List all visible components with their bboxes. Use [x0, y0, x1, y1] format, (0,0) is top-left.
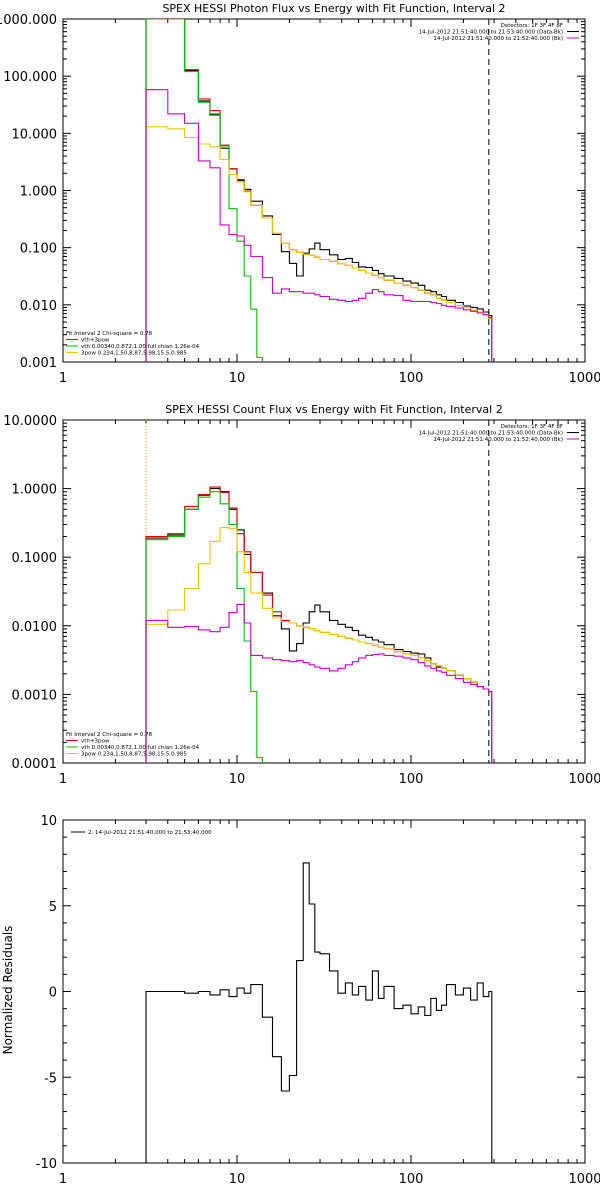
- legend-text: vth+3pow: [81, 338, 110, 344]
- series-bk: [145, 603, 493, 763]
- legend-text: Detectors: 1F 3F 4F 8F: [501, 23, 563, 29]
- x-tick-label: 1000: [568, 371, 600, 386]
- y-tick-label: 0: [49, 986, 57, 1001]
- y-tick-label: 0.100: [20, 242, 57, 257]
- x-tick-label: 100: [399, 1172, 424, 1187]
- x-tick-label: 10: [229, 371, 246, 386]
- series-vth: [145, 19, 266, 362]
- plot-frame: [62, 18, 586, 363]
- x-tick-label: 100: [399, 772, 424, 787]
- count-flux-panel: SPEX HESSI Count Flux vs Energy with Fit…: [3, 403, 600, 787]
- y-tick-label: 0.0001: [12, 757, 58, 772]
- legend-text: Fit Interval 2 Chi-square = 0.78: [66, 331, 153, 337]
- series-2-14-jul-2012-21-51-40-000-to-21-53-40-000: [145, 862, 493, 1163]
- y-tick-label: -10: [36, 1157, 57, 1172]
- y-tick-label: 0.0010: [12, 688, 58, 703]
- legend-text: vth 0.00340,0.872,1.00 full chian 1.26e-…: [81, 344, 200, 350]
- y-tick-label: 0.010: [20, 299, 57, 314]
- series-vth: [145, 491, 266, 763]
- series-data-bk: [145, 19, 493, 362]
- legend-text: vth+3pow: [81, 739, 110, 745]
- y-tick-label: -5: [44, 1071, 57, 1086]
- x-tick-label: 1000: [568, 1172, 600, 1187]
- y-tick-label: 5: [49, 900, 57, 915]
- legend-text: 14-Jul-2012 21:51:40.000 to 21:52:40.000…: [433, 36, 563, 42]
- x-tick-label: 10: [229, 772, 246, 787]
- y-tick-label: 10.0000: [3, 414, 57, 429]
- series-bk: [145, 89, 493, 362]
- plot-frame: [62, 419, 586, 764]
- y-tick-label: 1.0000: [12, 483, 58, 498]
- series-vth-3pow: [145, 19, 493, 362]
- series-3pow: [145, 126, 493, 362]
- legend-text: 3pow 0.234,1.50,8.87,5.98,15.5,0.985: [81, 351, 187, 357]
- series-group: [145, 486, 493, 763]
- x-tick-label: 1: [59, 772, 67, 787]
- y-tick-label: 1000.000: [0, 13, 57, 28]
- x-tick-label: 1000: [568, 772, 600, 787]
- photon-flux-title: SPEX HESSI Photon Flux vs Energy with Fi…: [162, 2, 505, 15]
- legend-text: 14-Jul-2012 21:51:40.000 to 21:53:40.000…: [419, 431, 564, 437]
- y-tick-label: 1.000: [20, 185, 57, 200]
- y-tick-label: 0.0100: [12, 620, 58, 635]
- plot-frame: [62, 819, 586, 1164]
- residuals-ylabel: Normalized Residuals: [1, 926, 15, 1055]
- legend-text: Detectors: 1F 3F 4F 8F: [501, 424, 563, 430]
- y-tick-label: 10: [40, 814, 57, 829]
- legend-text: 3pow 0.234,1.50,8.87,5.98,15.5,0.985: [81, 752, 187, 758]
- x-tick-label: 100: [399, 371, 424, 386]
- y-tick-label: 0.1000: [12, 551, 58, 566]
- series-3pow: [145, 527, 493, 763]
- y-tick-label: 0.001: [20, 356, 57, 371]
- residuals-panel: Normalized Residuals 1 10 100 1000 -10 -5 0 5 10…: [1, 814, 600, 1187]
- series-data-bk: [145, 488, 493, 763]
- x-tick-label: 10: [229, 1172, 246, 1187]
- x-tick-label: 1: [59, 1172, 67, 1187]
- legend-text: Fit Interval 2 Chi-square = 0.78: [66, 732, 153, 738]
- legend-text: vth 0.00340,0.872,1.00 full chian 1.26e-…: [81, 745, 200, 751]
- legend-text: 14-Jul-2012 21:51:40.000 to 21:53:40.000…: [419, 30, 564, 36]
- legend-text: 2. 14-Jul-2012 21:51:40.000 to 21:53:40.…: [88, 830, 212, 836]
- series-vth-3pow: [145, 486, 493, 763]
- series-group: [145, 19, 493, 362]
- y-tick-label: 100.000: [3, 70, 57, 85]
- series-group: [145, 862, 493, 1163]
- count-flux-title: SPEX HESSI Count Flux vs Energy with Fit…: [165, 403, 502, 416]
- legend-text: 14-Jul-2012 21:51:40.000 to 21:52:40.000…: [433, 437, 563, 443]
- y-tick-label: 10.000: [12, 127, 58, 142]
- x-tick-label: 1: [59, 371, 67, 386]
- photon-flux-panel: SPEX HESSI Photon Flux vs Energy with Fi…: [0, 2, 600, 386]
